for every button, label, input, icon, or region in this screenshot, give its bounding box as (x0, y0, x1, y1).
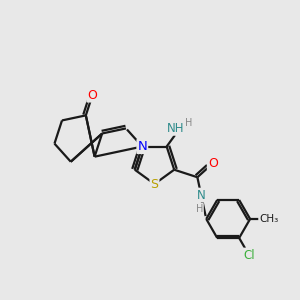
Text: N: N (197, 189, 206, 202)
Text: CH₃: CH₃ (259, 214, 278, 224)
Text: O: O (208, 157, 218, 170)
Text: H: H (185, 118, 192, 128)
Text: N: N (137, 140, 147, 153)
Text: NH: NH (167, 122, 184, 135)
Text: H: H (196, 204, 203, 214)
Text: O: O (87, 88, 97, 102)
Text: Cl: Cl (243, 249, 255, 262)
Text: S: S (151, 178, 158, 190)
